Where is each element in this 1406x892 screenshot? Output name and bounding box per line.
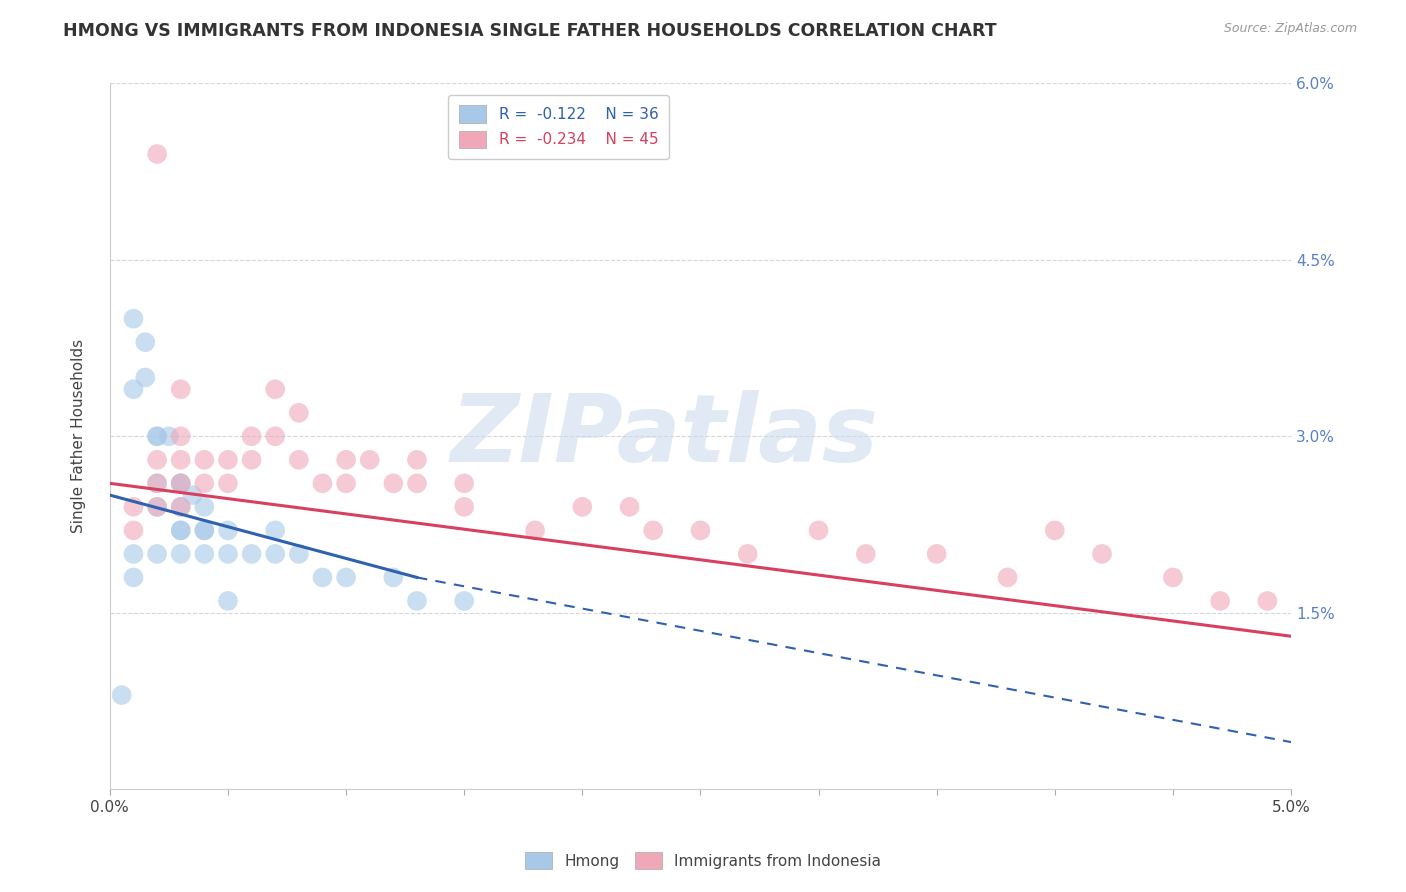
Point <box>170 524 193 538</box>
Point <box>406 594 429 608</box>
Point <box>122 524 145 538</box>
Point <box>807 524 830 538</box>
Point <box>146 500 169 514</box>
Point <box>146 429 169 443</box>
Point <box>146 547 169 561</box>
Point <box>311 476 333 491</box>
Point <box>1091 547 1114 561</box>
Point <box>240 429 263 443</box>
Point <box>170 476 193 491</box>
Point <box>524 524 547 538</box>
Point <box>571 500 593 514</box>
Point <box>111 688 134 702</box>
Point <box>217 594 239 608</box>
Point <box>453 500 475 514</box>
Point <box>406 476 429 491</box>
Point <box>1209 594 1232 608</box>
Point <box>1043 524 1066 538</box>
Point <box>217 452 239 467</box>
Point <box>359 452 381 467</box>
Legend: Hmong, Immigrants from Indonesia: Hmong, Immigrants from Indonesia <box>519 846 887 875</box>
Point <box>1161 570 1184 584</box>
Text: Source: ZipAtlas.com: Source: ZipAtlas.com <box>1223 22 1357 36</box>
Text: HMONG VS IMMIGRANTS FROM INDONESIA SINGLE FATHER HOUSEHOLDS CORRELATION CHART: HMONG VS IMMIGRANTS FROM INDONESIA SINGL… <box>63 22 997 40</box>
Point <box>217 547 239 561</box>
Point <box>193 476 215 491</box>
Legend: R =  -0.122    N = 36, R =  -0.234    N = 45: R = -0.122 N = 36, R = -0.234 N = 45 <box>449 95 669 159</box>
Point <box>689 524 711 538</box>
Point <box>453 476 475 491</box>
Point <box>193 524 215 538</box>
Point <box>217 524 239 538</box>
Point <box>1256 594 1278 608</box>
Point <box>643 524 665 538</box>
Point <box>146 452 169 467</box>
Point <box>122 570 145 584</box>
Point <box>170 382 193 396</box>
Point <box>157 429 180 443</box>
Point <box>146 147 169 161</box>
Point <box>406 452 429 467</box>
Point <box>122 311 145 326</box>
Point <box>122 382 145 396</box>
Point <box>122 547 145 561</box>
Point <box>170 429 193 443</box>
Point <box>264 382 287 396</box>
Point <box>240 452 263 467</box>
Point <box>217 476 239 491</box>
Point <box>146 429 169 443</box>
Point <box>170 476 193 491</box>
Point <box>997 570 1019 584</box>
Point <box>335 452 357 467</box>
Point <box>264 429 287 443</box>
Point <box>134 370 156 384</box>
Point <box>146 476 169 491</box>
Point <box>170 524 193 538</box>
Point <box>382 570 405 584</box>
Point <box>382 476 405 491</box>
Point <box>311 570 333 584</box>
Point <box>170 476 193 491</box>
Point <box>619 500 641 514</box>
Point <box>264 547 287 561</box>
Point <box>146 500 169 514</box>
Text: ZIPatlas: ZIPatlas <box>451 391 879 483</box>
Point <box>134 335 156 350</box>
Point <box>288 452 311 467</box>
Point <box>855 547 877 561</box>
Point <box>925 547 948 561</box>
Point <box>737 547 759 561</box>
Point <box>170 452 193 467</box>
Point <box>335 476 357 491</box>
Point <box>170 547 193 561</box>
Point <box>453 594 475 608</box>
Point <box>122 500 145 514</box>
Point <box>264 524 287 538</box>
Point <box>240 547 263 561</box>
Point <box>335 570 357 584</box>
Point <box>193 500 215 514</box>
Point <box>193 547 215 561</box>
Point <box>170 500 193 514</box>
Point <box>193 452 215 467</box>
Point <box>181 488 204 502</box>
Point <box>288 547 311 561</box>
Point <box>288 406 311 420</box>
Point <box>170 500 193 514</box>
Y-axis label: Single Father Households: Single Father Households <box>72 339 86 533</box>
Point <box>193 524 215 538</box>
Point <box>146 476 169 491</box>
